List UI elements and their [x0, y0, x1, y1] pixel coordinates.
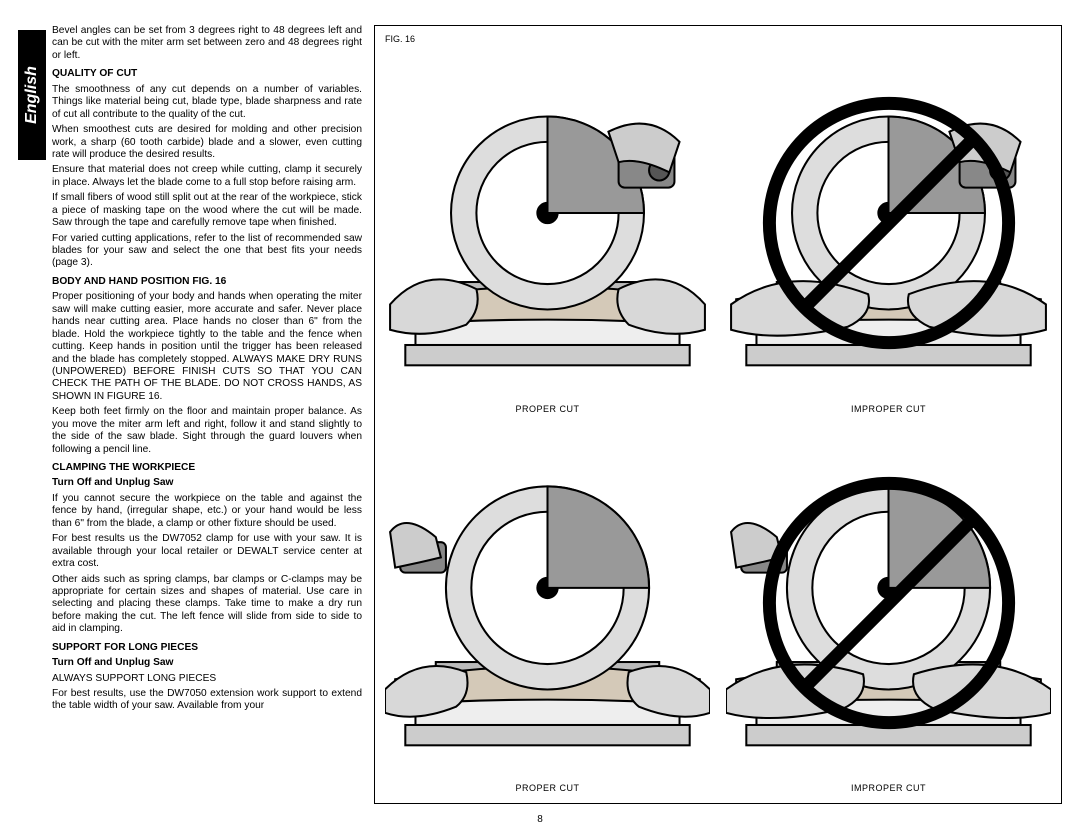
figure-cell-proper-2: PROPER CUT	[385, 427, 710, 795]
figure-panel: FIG. 16	[374, 25, 1062, 804]
saw-illustration-proper-1	[385, 47, 710, 399]
body-p1: Proper positioning of your body and hand…	[52, 291, 362, 403]
clamp-p3: Other aids such as spring clamps, bar cl…	[52, 574, 362, 636]
quality-p1: The smoothness of any cut depends on a n…	[52, 84, 362, 121]
quality-p3: Ensure that material does not creep whil…	[52, 164, 362, 189]
quality-p2: When smoothest cuts are desired for mold…	[52, 124, 362, 161]
miter-saw-icon	[726, 47, 1051, 399]
saw-illustration-improper-1	[726, 47, 1051, 399]
support-p2: For best results, use the DW7050 extensi…	[52, 688, 362, 713]
miter-saw-icon	[385, 427, 710, 779]
figure-label: FIG. 16	[385, 34, 1051, 45]
caption-improper-2: IMPROPER CUT	[851, 783, 926, 794]
page-content: Bevel angles can be set from 3 degrees r…	[52, 25, 1062, 804]
miter-saw-icon	[385, 47, 710, 399]
page-number: 8	[537, 814, 543, 827]
figure-grid: PROPER CUT	[385, 47, 1051, 794]
caption-improper-1: IMPROPER CUT	[851, 404, 926, 415]
text-column: Bevel angles can be set from 3 degrees r…	[52, 25, 362, 804]
clamp-p1: If you cannot secure the workpiece on th…	[52, 493, 362, 530]
body-p2: Keep both feet firmly on the floor and m…	[52, 406, 362, 456]
clamp-heading-2: Turn Off and Unplug Saw	[52, 477, 362, 489]
miter-saw-icon	[726, 427, 1051, 779]
figure-cell-improper-2: IMPROPER CUT	[726, 427, 1051, 795]
caption-proper-2: PROPER CUT	[515, 783, 579, 794]
saw-illustration-proper-2	[385, 427, 710, 779]
quality-p5: For varied cutting applications, refer t…	[52, 233, 362, 270]
language-label: English	[22, 66, 42, 124]
intro-paragraph: Bevel angles can be set from 3 degrees r…	[52, 25, 362, 62]
language-tab: English	[18, 30, 46, 160]
quality-p4: If small fibers of wood still split out …	[52, 192, 362, 229]
caption-proper-1: PROPER CUT	[515, 404, 579, 415]
support-p1: ALWAYS SUPPORT LONG PIECES	[52, 673, 362, 685]
support-heading-1: SUPPORT FOR LONG PIECES	[52, 642, 362, 654]
saw-illustration-improper-2	[726, 427, 1051, 779]
quality-heading: QUALITY OF CUT	[52, 68, 362, 80]
clamp-p2: For best results us the DW7052 clamp for…	[52, 533, 362, 570]
figure-cell-improper-1: IMPROPER CUT	[726, 47, 1051, 415]
body-heading: BODY AND HAND POSITION FIG. 16	[52, 276, 362, 288]
figure-cell-proper-1: PROPER CUT	[385, 47, 710, 415]
support-heading-2: Turn Off and Unplug Saw	[52, 657, 362, 669]
clamp-heading-1: CLAMPING THE WORKPIECE	[52, 462, 362, 474]
